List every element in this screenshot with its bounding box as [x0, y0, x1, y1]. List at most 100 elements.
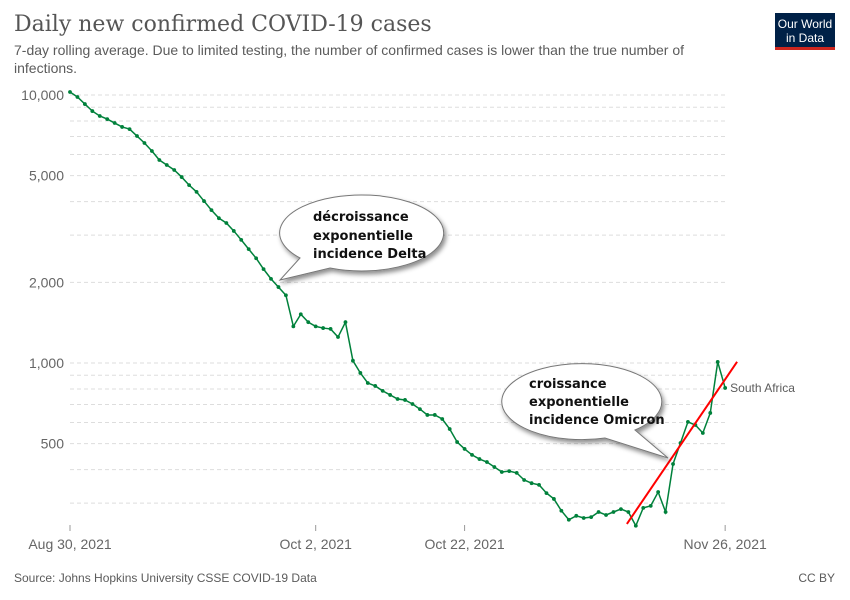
data-point[interactable] — [298, 312, 303, 317]
data-point[interactable] — [306, 320, 311, 325]
data-point[interactable] — [135, 134, 139, 138]
data-point[interactable] — [105, 117, 110, 121]
data-point[interactable] — [544, 491, 549, 496]
data-point[interactable] — [209, 208, 214, 212]
data-point[interactable] — [499, 470, 504, 474]
data-point[interactable] — [172, 168, 177, 172]
data-point[interactable] — [462, 447, 467, 451]
delta-line2: exponentielle — [313, 229, 413, 244]
data-point[interactable] — [440, 417, 445, 421]
data-point[interactable] — [82, 102, 87, 106]
data-point[interactable] — [373, 384, 378, 388]
data-point[interactable] — [425, 413, 430, 417]
data-point[interactable] — [395, 397, 400, 401]
data-point[interactable] — [276, 285, 281, 289]
speech-bubble-delta — [278, 194, 445, 281]
data-point[interactable] — [671, 462, 675, 466]
owid-logo[interactable]: Our World in Data — [775, 13, 835, 50]
data-point[interactable] — [187, 183, 192, 188]
data-point[interactable] — [343, 320, 348, 325]
data-point[interactable] — [328, 327, 333, 331]
data-point[interactable] — [418, 407, 422, 411]
data-point[interactable] — [581, 516, 586, 520]
data-point[interactable] — [611, 510, 616, 514]
data-point[interactable] — [619, 507, 623, 512]
data-point[interactable] — [194, 189, 199, 194]
data-point[interactable] — [529, 481, 534, 486]
data-point[interactable] — [388, 393, 393, 397]
x-tick-label: Aug 30, 2021 — [28, 536, 112, 552]
logo-background — [775, 13, 835, 47]
data-point[interactable] — [485, 460, 489, 464]
data-point[interactable] — [97, 114, 102, 118]
data-point[interactable] — [365, 381, 370, 385]
data-point[interactable] — [336, 335, 340, 339]
data-point[interactable] — [68, 90, 72, 94]
data-point[interactable] — [589, 515, 594, 520]
data-point[interactable] — [708, 411, 713, 415]
data-point[interactable] — [380, 388, 385, 393]
data-point[interactable] — [202, 199, 206, 203]
data-point[interactable] — [723, 386, 728, 390]
data-point[interactable] — [432, 413, 437, 417]
data-point[interactable] — [477, 457, 482, 461]
data-point[interactable] — [700, 431, 705, 435]
data-point[interactable] — [321, 326, 326, 330]
data-point[interactable] — [552, 497, 556, 501]
license[interactable]: CC BY — [798, 571, 835, 585]
data-point[interactable] — [127, 127, 132, 132]
data-point[interactable] — [269, 276, 273, 281]
data-point[interactable] — [142, 141, 147, 145]
y-tick-label: 1,000 — [29, 355, 64, 371]
data-point[interactable] — [522, 478, 527, 482]
data-point[interactable] — [537, 482, 541, 487]
data-point[interactable] — [351, 358, 355, 363]
data-point[interactable] — [179, 175, 184, 179]
data-point[interactable] — [284, 293, 288, 298]
data-point[interactable] — [313, 324, 318, 329]
omicron-line3: incidence Omicron — [529, 413, 665, 428]
series-south-africa[interactable] — [68, 90, 728, 528]
logo-line1: Our World — [778, 17, 832, 31]
data-point[interactable] — [231, 229, 236, 233]
data-point[interactable] — [261, 267, 266, 272]
data-point[interactable] — [559, 508, 564, 513]
data-point[interactable] — [715, 360, 720, 364]
x-axis: Aug 30, 2021 Oct 2, 2021 Oct 22, 2021 Nov 2… — [28, 525, 767, 552]
y-tick-label: 10,000 — [21, 87, 64, 103]
data-point[interactable] — [120, 125, 125, 129]
data-point[interactable] — [75, 95, 80, 99]
data-point[interactable] — [686, 419, 690, 424]
data-point[interactable] — [514, 470, 519, 475]
data-point[interactable] — [574, 513, 579, 518]
data-point[interactable] — [455, 440, 460, 444]
data-point[interactable] — [470, 453, 474, 457]
data-point[interactable] — [112, 121, 117, 125]
data-point[interactable] — [507, 469, 512, 474]
data-point[interactable] — [648, 503, 653, 508]
data-point[interactable] — [663, 510, 668, 514]
data-point[interactable] — [566, 517, 571, 522]
data-point[interactable] — [626, 510, 631, 514]
data-point[interactable] — [291, 324, 296, 329]
data-point[interactable] — [447, 427, 452, 431]
data-point[interactable] — [633, 523, 638, 528]
data-point[interactable] — [224, 221, 229, 225]
data-point[interactable] — [403, 398, 407, 402]
data-point[interactable] — [149, 149, 154, 153]
data-point[interactable] — [239, 237, 244, 242]
data-point[interactable] — [656, 490, 661, 494]
data-point[interactable] — [410, 402, 415, 406]
data-point[interactable] — [358, 371, 363, 375]
data-point[interactable] — [90, 109, 95, 113]
data-point[interactable] — [641, 505, 646, 510]
data-point[interactable] — [157, 158, 162, 162]
data-point[interactable] — [492, 465, 497, 469]
delta-line1: décroissance — [313, 210, 409, 225]
data-point[interactable] — [604, 513, 608, 517]
data-point[interactable] — [164, 163, 169, 167]
data-point[interactable] — [596, 510, 601, 514]
data-point[interactable] — [217, 216, 221, 221]
data-point[interactable] — [254, 256, 259, 261]
data-point[interactable] — [246, 247, 251, 252]
